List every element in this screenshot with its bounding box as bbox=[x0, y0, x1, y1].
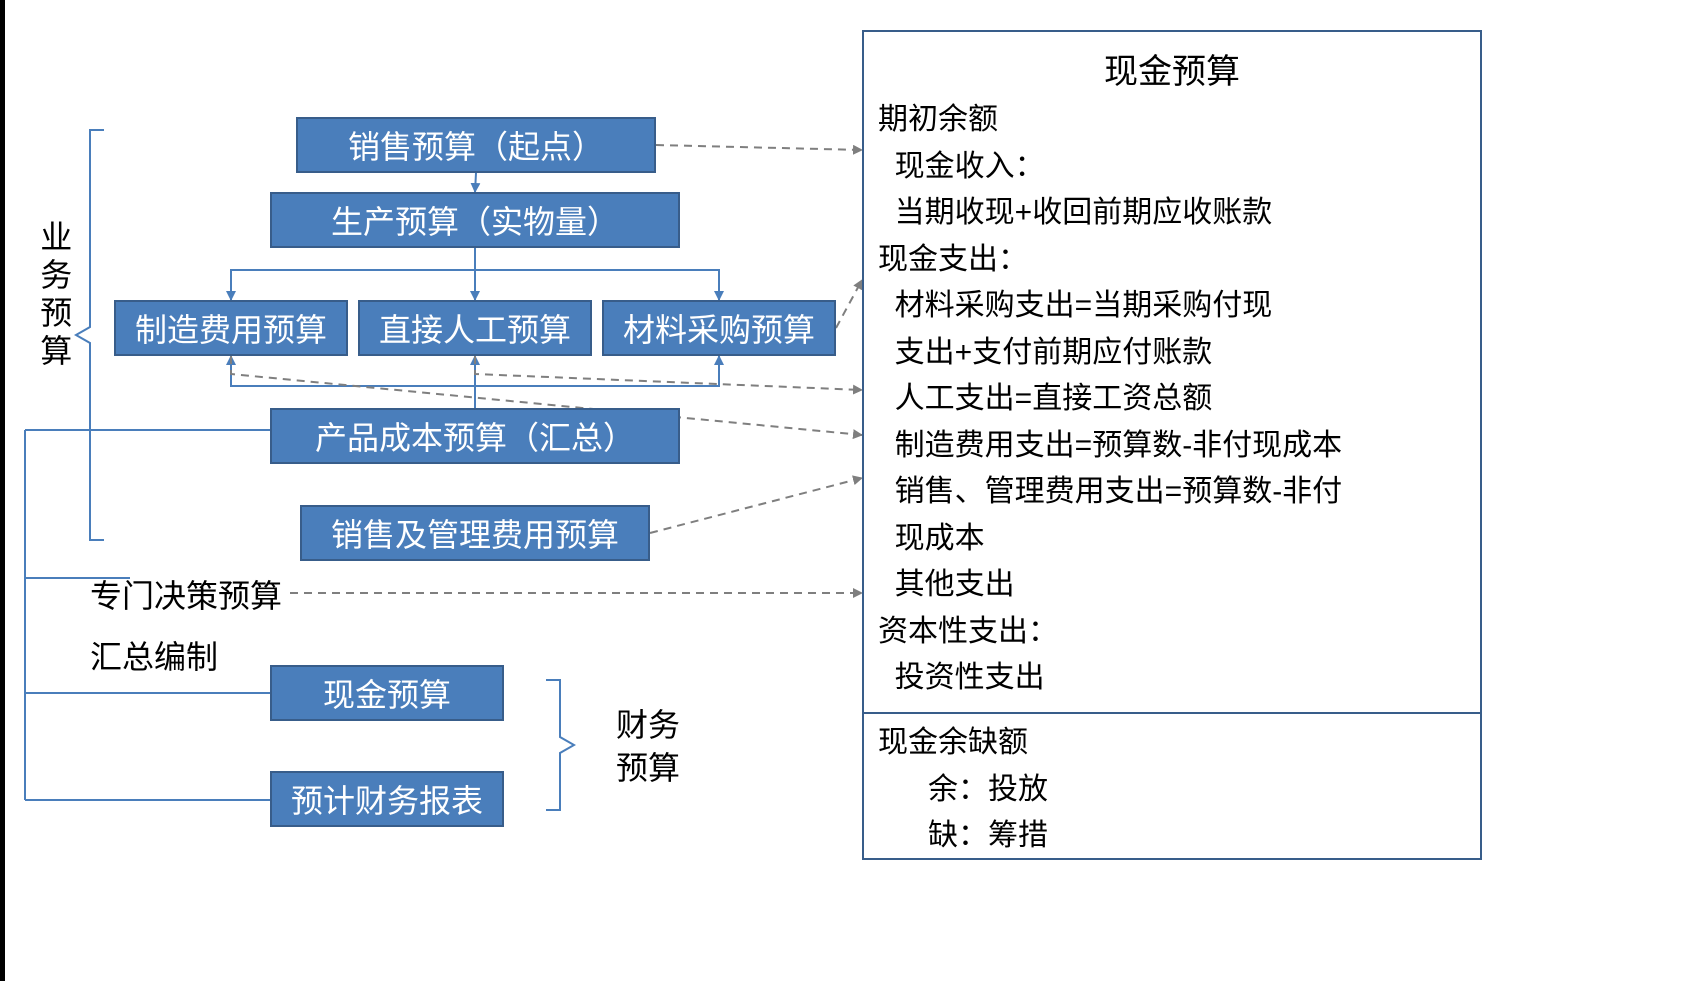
node-label: 预计财务报表 bbox=[291, 776, 483, 822]
panel-body: 期初余额 现金收入： 当期收现+收回前期应收账款 现金支出： 材料采购支出=当期… bbox=[864, 97, 1480, 702]
node-cash-budget: 现金预算 bbox=[270, 665, 504, 721]
node-label: 现金预算 bbox=[323, 670, 451, 716]
panel-separator bbox=[864, 712, 1480, 714]
label-financial-budget: 财务 预算 bbox=[616, 704, 680, 790]
node-label: 材料采购预算 bbox=[623, 305, 815, 351]
node-production-budget: 生产预算（实物量） bbox=[270, 192, 680, 248]
diagram-stage: 销售预算（起点） 生产预算（实物量） 制造费用预算 直接人工预算 材料采购预算 … bbox=[0, 0, 1694, 981]
cash-budget-panel: 现金预算 期初余额 现金收入： 当期收现+收回前期应收账款 现金支出： 材料采购… bbox=[862, 30, 1482, 860]
node-material-purchase-budget: 材料采购预算 bbox=[602, 300, 836, 356]
label-special-decision: 专门决策预算 bbox=[90, 575, 282, 618]
label-business-budget: 业务预算 bbox=[32, 220, 75, 372]
node-label: 产品成本预算（汇总） bbox=[315, 413, 635, 459]
node-label: 销售及管理费用预算 bbox=[331, 510, 619, 556]
node-product-cost-budget: 产品成本预算（汇总） bbox=[270, 408, 680, 464]
node-direct-labor-budget: 直接人工预算 bbox=[358, 300, 592, 356]
node-mfg-overhead-budget: 制造费用预算 bbox=[114, 300, 348, 356]
node-proforma-statements: 预计财务报表 bbox=[270, 771, 504, 827]
node-sga-budget: 销售及管理费用预算 bbox=[300, 505, 650, 561]
node-label: 直接人工预算 bbox=[379, 305, 571, 351]
panel-footer: 现金余缺额 余：投放 缺：筹措 bbox=[878, 720, 1048, 860]
node-label: 销售预算（起点） bbox=[348, 122, 604, 168]
node-label: 生产预算（实物量） bbox=[331, 197, 619, 243]
label-compile: 汇总编制 bbox=[90, 636, 218, 679]
panel-title: 现金预算 bbox=[864, 32, 1480, 97]
node-label: 制造费用预算 bbox=[135, 305, 327, 351]
node-sales-budget: 销售预算（起点） bbox=[296, 117, 656, 173]
